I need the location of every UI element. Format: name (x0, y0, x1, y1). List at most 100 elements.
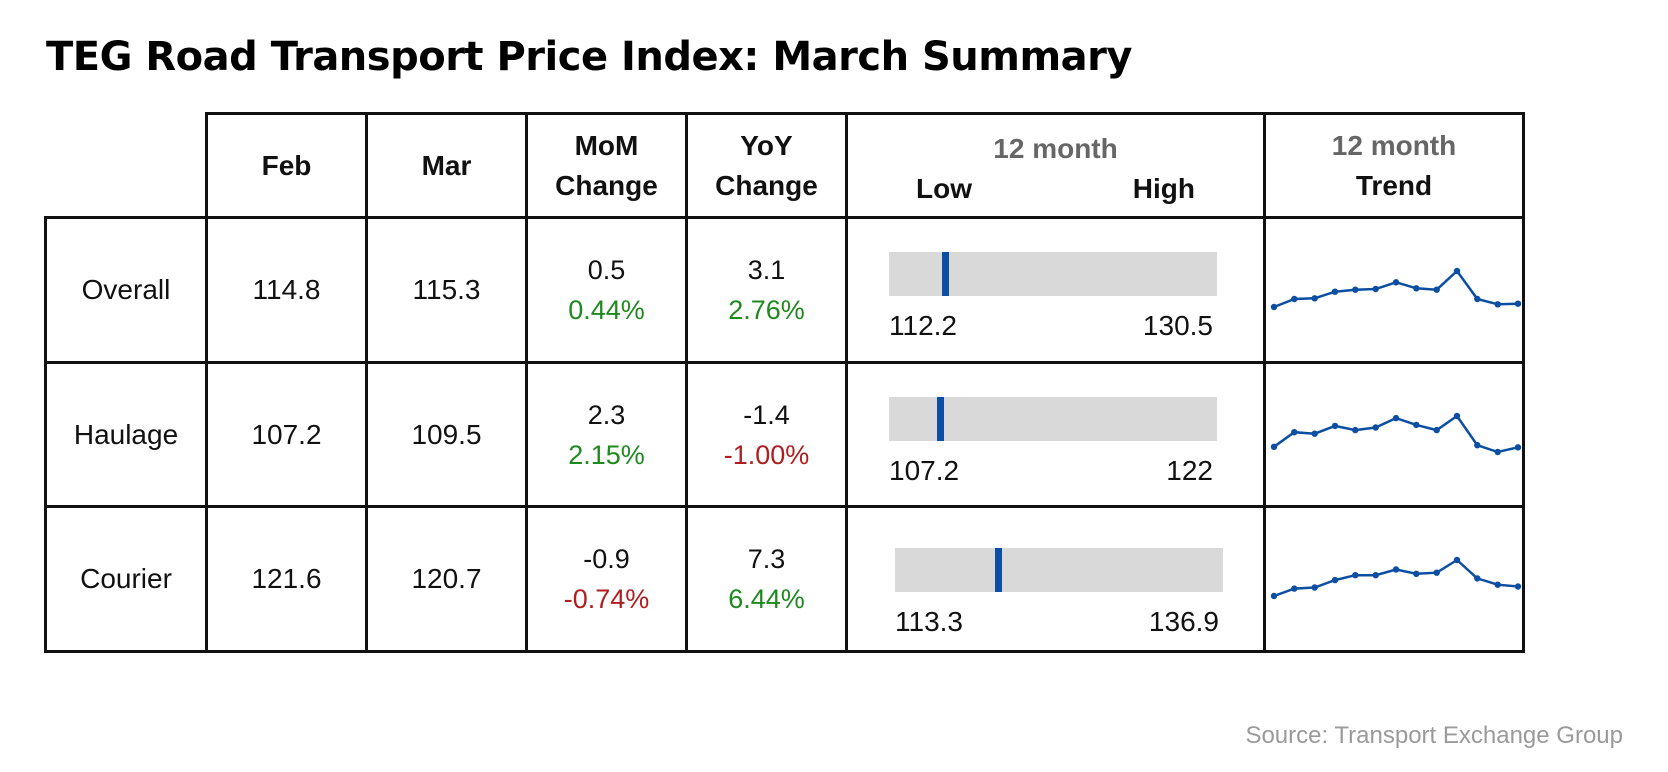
trend-point (1453, 412, 1461, 420)
trend-point (1433, 286, 1440, 293)
feb-value: 114.8 (252, 274, 321, 305)
header-range-top: 12 month (993, 133, 1118, 164)
trend-point (1413, 570, 1420, 577)
range-high-label: 122 (1166, 455, 1213, 486)
row-label: Haulage (44, 361, 208, 509)
row-label-text: Haulage (73, 419, 179, 450)
trend-point (1494, 301, 1501, 308)
yoy-change-cell: -1.4 -1.00% (685, 361, 848, 509)
row-label-text: Overall (81, 274, 171, 305)
header-mar: Mar (365, 112, 528, 219)
yoy-change-cell: 3.1 2.76% (685, 216, 848, 364)
trend-point (1291, 429, 1298, 436)
trend-line (1273, 269, 1519, 309)
range-low-label: 112.2 (889, 310, 957, 341)
trend-point (1311, 295, 1318, 302)
page-title: TEG Road Transport Price Index: March Su… (46, 34, 1132, 80)
range-high-label: 136.9 (1148, 606, 1219, 637)
header-range-low: Low (916, 173, 972, 204)
mar-value-cell: 120.7 (365, 505, 528, 653)
trend-point (1291, 585, 1298, 592)
trend-point (1331, 422, 1339, 430)
trend-point (1433, 569, 1440, 576)
mar-value-cell: 109.5 (365, 361, 528, 509)
trend-point (1392, 566, 1400, 573)
header-range: 12 month Low High (845, 112, 1266, 219)
mom-abs-value: 2.3 (587, 400, 626, 430)
header-yoy-line1: YoY (740, 129, 793, 161)
yoy-change-cell: 7.3 6.44% (685, 505, 848, 653)
header-feb: Feb (205, 112, 368, 219)
current-value-marker (994, 548, 1002, 592)
trend-line (1273, 414, 1519, 454)
header-yoy-line2: Change (715, 169, 818, 201)
trend-point (1494, 448, 1501, 456)
range-cell: 113.3 136.9 (845, 505, 1266, 653)
header-feb-label: Feb (261, 149, 312, 181)
trend-point (1413, 421, 1420, 429)
trend-point (1474, 575, 1481, 582)
range-bar (895, 548, 1223, 592)
trend-point (1372, 285, 1379, 293)
trend-point (1311, 430, 1318, 437)
yoy-abs-value: 3.1 (747, 255, 786, 285)
trend-point (1392, 279, 1400, 286)
row-label-text: Courier (80, 563, 172, 594)
header-trend-bottom: Trend (1355, 169, 1433, 201)
trend-cell (1263, 216, 1525, 364)
trend-sparkline (1270, 412, 1522, 456)
range-bar (889, 252, 1217, 296)
trend-point (1413, 285, 1420, 292)
mar-value: 115.3 (412, 274, 481, 305)
trend-sparkline (1270, 556, 1522, 600)
header-mar-label: Mar (421, 149, 472, 181)
current-value-marker (936, 397, 944, 441)
yoy-pct-value: -1.00% (723, 440, 810, 470)
row-label: Courier (44, 505, 208, 653)
trend-sparkline (1270, 267, 1522, 311)
trend-point (1352, 426, 1359, 434)
range-high-label: 130.5 (1142, 310, 1213, 341)
trend-point (1291, 295, 1298, 303)
header-trend: 12 month Trend (1263, 112, 1525, 219)
trend-point (1270, 592, 1278, 600)
mom-pct-value: -0.74% (563, 584, 650, 614)
mar-value-cell: 115.3 (365, 216, 528, 364)
trend-line (1273, 558, 1519, 598)
feb-value-cell: 121.6 (205, 505, 368, 653)
range-low-label: 113.3 (895, 606, 963, 637)
trend-point (1474, 295, 1481, 303)
mom-pct-value: 2.15% (568, 440, 645, 470)
feb-value: 121.6 (251, 563, 322, 594)
yoy-abs-value: 7.3 (747, 544, 786, 574)
yoy-pct-value: 6.44% (728, 584, 805, 614)
mom-change-cell: 2.3 2.15% (525, 361, 688, 509)
trend-point (1331, 576, 1339, 584)
current-value-marker (941, 252, 949, 296)
feb-value: 107.2 (251, 419, 322, 450)
trend-cell (1263, 505, 1525, 653)
range-cell: 112.2 130.5 (845, 216, 1266, 364)
range-low-label: 107.2 (889, 455, 960, 486)
yoy-abs-value: -1.4 (743, 400, 790, 430)
mom-change-cell: 0.5 0.44% (525, 216, 688, 364)
trend-point (1311, 584, 1318, 591)
trend-point (1352, 286, 1359, 293)
trend-point (1474, 442, 1481, 449)
mom-pct-value: 0.44% (568, 295, 645, 325)
feb-value-cell: 107.2 (205, 361, 368, 509)
trend-cell (1263, 361, 1525, 509)
range-cell: 107.2 122 (845, 361, 1266, 509)
mom-abs-value: -0.9 (583, 544, 630, 574)
feb-value-cell: 114.8 (205, 216, 368, 364)
header-range-high: High (1132, 173, 1195, 204)
header-mom-line1: MoM (574, 129, 639, 161)
trend-point (1352, 572, 1359, 579)
header-mom-line2: Change (555, 169, 658, 201)
trend-point (1433, 426, 1440, 434)
source-note: Source: Transport Exchange Group (1245, 722, 1623, 749)
trend-point (1494, 581, 1501, 588)
mar-value: 109.5 (411, 419, 482, 450)
header-mom: MoM Change (525, 112, 688, 219)
trend-point (1372, 572, 1379, 579)
